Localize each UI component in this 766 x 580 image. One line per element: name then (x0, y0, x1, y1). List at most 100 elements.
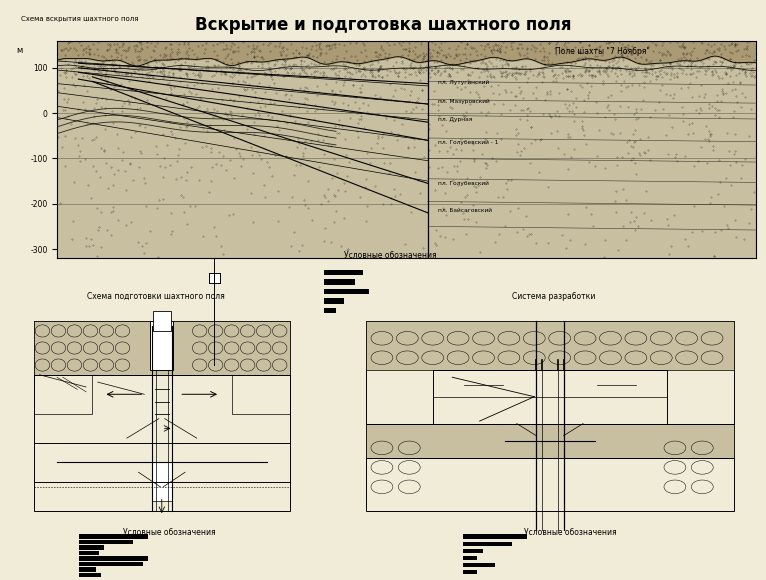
Point (532, 69, 545, 78)
Point (682, 129, 694, 139)
Point (707, 142, 719, 151)
Point (414, 65, 426, 74)
Point (432, 65, 444, 74)
Point (420, 66, 432, 75)
Point (669, 153, 682, 162)
Point (90, 132, 103, 142)
Point (606, 56, 618, 65)
Point (480, 158, 493, 168)
Point (404, 64, 417, 73)
Point (120, 220, 133, 230)
Point (247, 218, 260, 227)
Point (686, 46, 698, 55)
Point (696, 61, 709, 71)
Point (512, 39, 525, 49)
Point (611, 160, 624, 169)
Point (686, 118, 698, 128)
Point (288, 52, 300, 61)
Point (558, 66, 571, 75)
Point (728, 106, 740, 115)
Point (317, 57, 329, 67)
Point (608, 196, 620, 205)
Point (90, 99, 102, 108)
Point (519, 68, 531, 77)
Point (429, 238, 441, 247)
Point (650, 71, 663, 80)
Point (746, 71, 758, 80)
Point (748, 72, 760, 81)
Point (614, 65, 627, 74)
Point (280, 118, 293, 127)
Point (252, 98, 264, 107)
Point (284, 64, 296, 74)
Point (52, 86, 64, 96)
Point (566, 71, 578, 80)
Point (576, 54, 588, 63)
Point (614, 128, 627, 137)
Point (552, 71, 564, 80)
Point (389, 85, 401, 95)
Point (219, 53, 231, 62)
Point (382, 52, 394, 61)
Point (134, 103, 146, 113)
Point (306, 41, 318, 50)
Point (140, 71, 152, 81)
Point (470, 218, 483, 227)
Point (221, 110, 233, 119)
Point (103, 39, 116, 49)
Point (358, 57, 370, 66)
Point (599, 57, 611, 66)
Point (159, 162, 172, 171)
Point (599, 163, 611, 172)
Point (729, 147, 741, 156)
Point (77, 49, 89, 59)
Point (676, 68, 688, 77)
Point (450, 49, 462, 59)
Point (715, 225, 728, 234)
Point (500, 42, 512, 52)
Point (432, 105, 444, 114)
Point (94, 63, 106, 72)
Point (246, 57, 258, 66)
Point (443, 63, 455, 72)
Point (688, 43, 700, 52)
Point (119, 186, 132, 195)
Point (499, 71, 511, 81)
Point (506, 68, 518, 78)
Point (287, 48, 300, 57)
Point (450, 45, 463, 54)
Point (229, 67, 241, 77)
Point (465, 42, 477, 52)
Point (730, 70, 742, 79)
Point (713, 155, 725, 165)
Point (486, 44, 499, 53)
Point (188, 59, 200, 68)
Point (80, 241, 93, 251)
Point (398, 67, 411, 77)
Point (285, 241, 297, 250)
Point (506, 70, 519, 79)
Point (366, 64, 378, 74)
Point (237, 67, 249, 76)
Point (167, 70, 179, 79)
Point (209, 110, 221, 119)
Point (729, 85, 741, 94)
Point (712, 45, 724, 54)
Point (411, 96, 424, 106)
Point (588, 37, 601, 46)
Point (80, 59, 92, 68)
Point (699, 92, 711, 101)
Point (412, 176, 424, 185)
Point (624, 208, 637, 217)
Point (255, 53, 267, 62)
Point (444, 143, 457, 152)
Point (233, 68, 245, 78)
Point (151, 39, 163, 48)
Point (239, 78, 251, 87)
Point (629, 53, 641, 63)
Point (640, 55, 652, 64)
Point (106, 118, 119, 128)
Point (549, 110, 561, 119)
Point (129, 67, 141, 77)
Point (255, 53, 267, 62)
